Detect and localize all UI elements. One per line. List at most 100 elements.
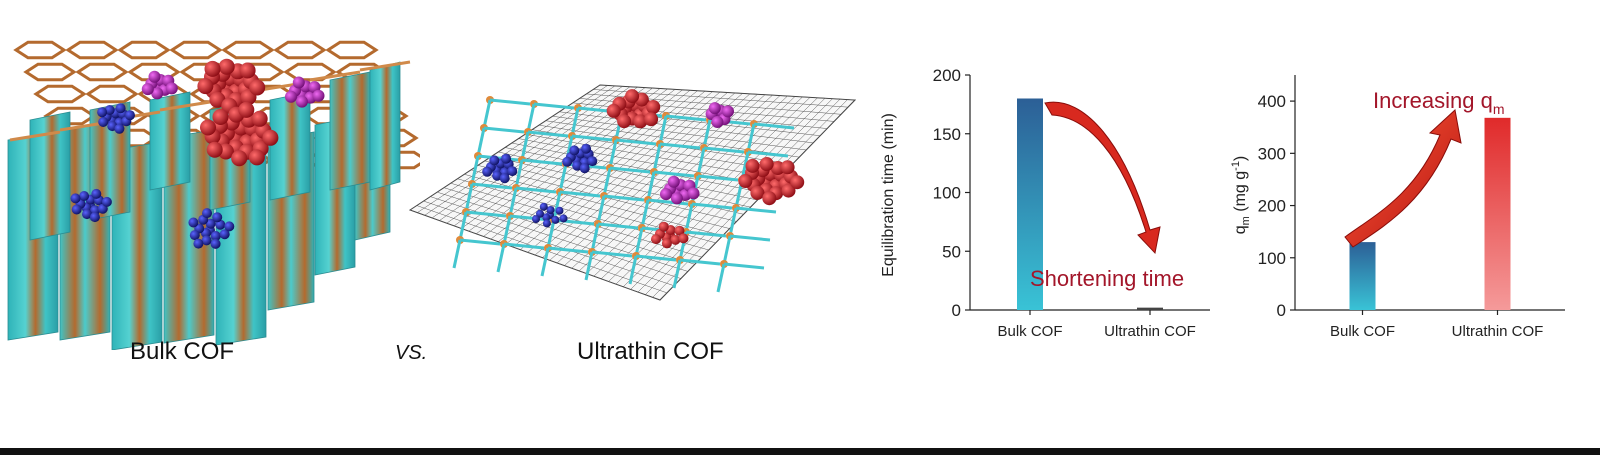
- framework-link: [653, 170, 695, 178]
- framework-link: [540, 247, 550, 277]
- molecule-atom: [89, 212, 100, 223]
- framework-link: [603, 194, 645, 202]
- molecule-atom: [238, 101, 255, 118]
- ultrathin-cof-guest-molecules: [482, 89, 805, 249]
- x-tick-label: Bulk COF: [997, 323, 1062, 340]
- molecule-atom: [115, 103, 126, 114]
- framework-link: [602, 167, 612, 197]
- molecule-atom: [212, 109, 229, 125]
- y-tick-label: 0: [952, 301, 961, 320]
- honeycomb-cell: [85, 84, 139, 104]
- framework-link: [515, 186, 557, 194]
- framework-link: [464, 183, 474, 213]
- framework-link: [508, 187, 518, 217]
- magenta-molecule: [141, 70, 178, 100]
- honeycomb-wall: [369, 61, 401, 191]
- framework-link: [685, 230, 727, 238]
- framework-link: [628, 255, 638, 285]
- molecule-atom: [551, 215, 560, 224]
- framework-link: [533, 102, 575, 110]
- honeycomb-cell: [33, 84, 87, 104]
- molecule-atom: [489, 155, 500, 166]
- y-tick-label: 50: [942, 242, 961, 261]
- framework-link: [722, 235, 732, 265]
- framework-link: [679, 258, 721, 266]
- honeycomb-cell: [117, 40, 171, 60]
- molecule-atom: [542, 213, 551, 222]
- molecule-atom: [212, 212, 223, 223]
- framework-link: [702, 119, 712, 149]
- honeycomb-cell: [273, 40, 327, 60]
- framework-link: [703, 146, 745, 154]
- molecule-atom: [141, 83, 154, 96]
- molecule-atom: [482, 166, 493, 177]
- magenta-molecule: [285, 76, 325, 108]
- navy-molecule: [188, 208, 235, 249]
- graphene-line: [615, 97, 811, 285]
- molecule-atom: [708, 102, 721, 115]
- bottom-divider: [0, 448, 1600, 455]
- framework-link: [570, 107, 580, 137]
- framework-link: [571, 134, 613, 142]
- framework-link: [552, 191, 562, 221]
- framework-link: [452, 239, 462, 269]
- molecule-atom: [644, 112, 659, 127]
- framework-link: [608, 139, 618, 169]
- honeycomb-cell: [65, 40, 119, 60]
- molecule-atom: [188, 217, 199, 228]
- molecule-atom: [224, 221, 235, 232]
- bulk-cof-guest-molecules: [70, 58, 325, 249]
- framework-link: [615, 138, 657, 146]
- framework-link: [458, 211, 468, 241]
- molecule-atom: [206, 141, 223, 158]
- x-tick-label: Bulk COF: [1330, 323, 1395, 340]
- molecule-atom: [542, 219, 551, 228]
- framework-link: [489, 98, 531, 106]
- molecule-atom: [218, 58, 235, 75]
- honeycomb-cell: [23, 62, 77, 82]
- increasing-annotation: Increasing qm: [1373, 88, 1505, 117]
- molecule-atom: [312, 89, 325, 102]
- framework-link: [465, 210, 507, 218]
- molecule-atom: [711, 116, 724, 128]
- molecule-atom: [667, 175, 680, 188]
- molecule-atom: [251, 110, 268, 127]
- molecule-atom: [148, 70, 161, 83]
- honeycomb-cell: [221, 40, 275, 60]
- molecule-atom: [780, 160, 795, 175]
- framework-link: [546, 219, 556, 249]
- molecule-atom: [70, 193, 81, 204]
- bar: [1137, 307, 1163, 310]
- honeycomb-wall: [29, 111, 71, 241]
- navy-molecule: [482, 153, 518, 184]
- framework-link: [482, 99, 492, 129]
- molecule-atom: [670, 234, 681, 245]
- framework-link: [459, 238, 501, 246]
- framework-link: [596, 195, 606, 225]
- framework-link: [729, 234, 771, 242]
- equilibration-time-chart: 0 50 100 150 200 Bulk COF Ultrathin COF Equilib…: [880, 66, 1210, 340]
- red-molecule: [200, 101, 279, 167]
- molecule-atom: [581, 143, 592, 154]
- molecule-atom: [661, 238, 672, 249]
- molecule-atom: [151, 87, 164, 100]
- framework-link: [691, 202, 733, 210]
- molecule-atom: [546, 206, 555, 214]
- honeycomb-cell: [325, 40, 379, 60]
- molecule-atom: [532, 215, 540, 224]
- molecule-atom: [722, 105, 734, 118]
- framework-link: [652, 143, 662, 173]
- molecule-atom: [231, 150, 248, 167]
- molecule-atom: [210, 231, 221, 241]
- y-tick-label: 300: [1258, 144, 1286, 163]
- molecule-atom: [189, 230, 200, 241]
- molecule-atom: [507, 166, 518, 177]
- navy-molecule: [532, 202, 568, 228]
- magenta-molecule: [660, 175, 700, 205]
- framework-link: [609, 166, 651, 174]
- molecule-atom: [200, 119, 216, 136]
- molecule-atom: [790, 175, 805, 190]
- bar: [1484, 117, 1511, 310]
- molecule-atom: [762, 191, 777, 206]
- framework-link: [728, 207, 738, 237]
